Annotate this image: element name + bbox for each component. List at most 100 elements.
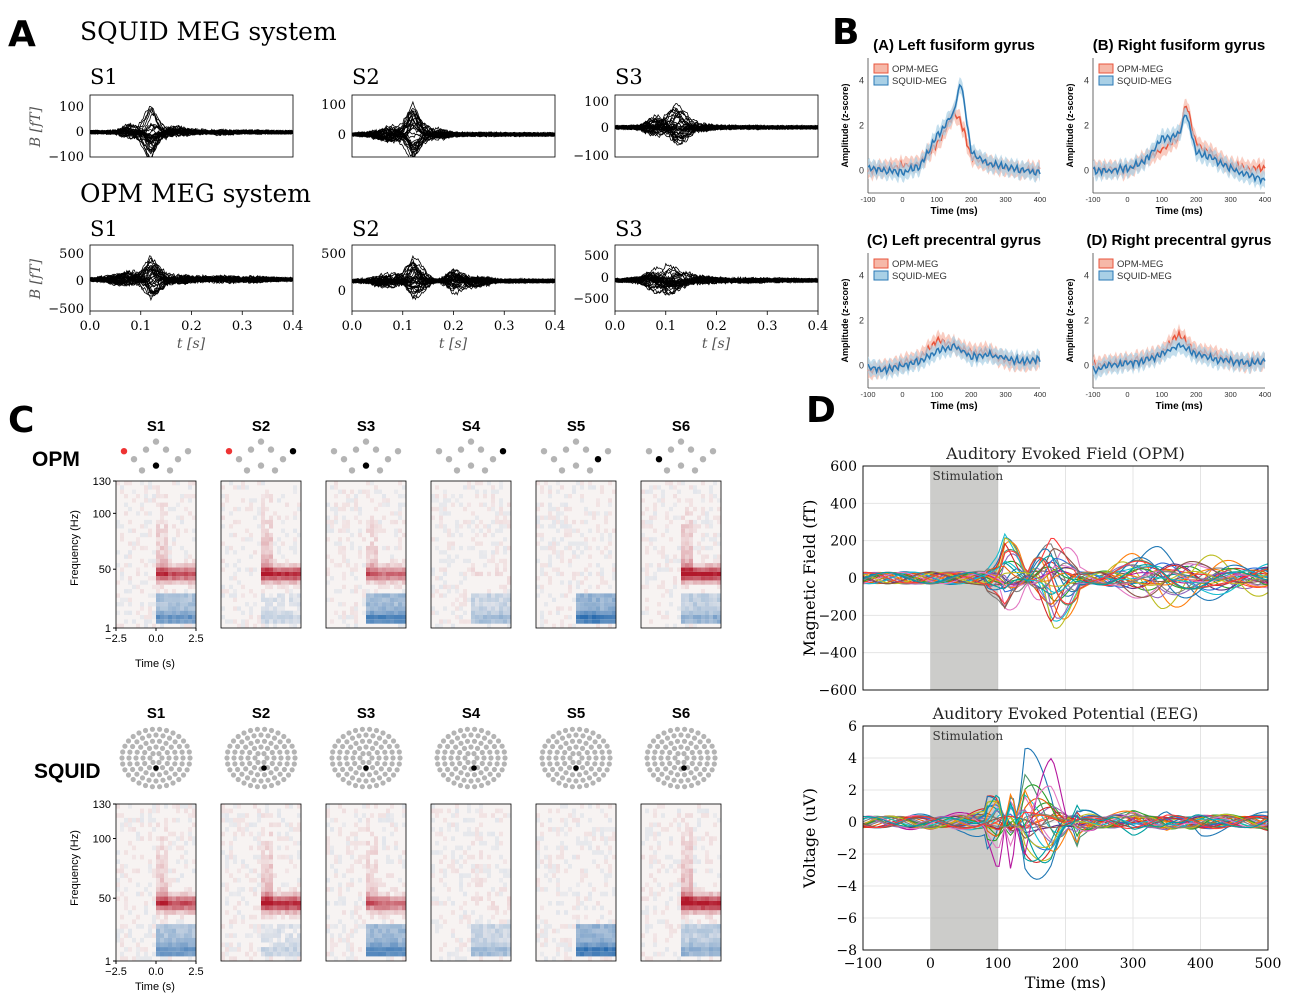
spectrogram-cell	[342, 524, 346, 529]
spectrogram-cell	[584, 576, 588, 581]
spectrogram-cell	[164, 919, 168, 924]
sensor-dot	[663, 744, 669, 750]
spectrogram-cell	[685, 910, 689, 915]
sensor-dot	[705, 738, 712, 744]
spectrogram-cell	[548, 864, 552, 869]
spectrogram-cell	[233, 933, 237, 938]
spectrogram-cell	[588, 951, 592, 957]
spectrogram-cell	[164, 956, 168, 961]
sensor-dot	[435, 749, 441, 755]
spectrogram-cell	[552, 515, 556, 520]
spectrogram-cell	[281, 951, 285, 957]
spectrogram-cell	[128, 610, 132, 615]
spectrogram-cell	[689, 498, 693, 503]
spectrogram-cell	[499, 519, 503, 525]
xtick-label: 400	[1259, 390, 1272, 399]
spectrogram-cell	[221, 567, 225, 572]
spectrogram-cell	[116, 580, 120, 585]
spectrogram-cell	[289, 905, 293, 911]
spectrogram-cell	[689, 924, 693, 929]
spectrogram-cell	[394, 822, 398, 828]
xtick-label: 200	[1052, 956, 1079, 972]
spectrogram-cell	[326, 571, 330, 577]
spectrogram-cell	[180, 914, 184, 920]
spectrogram-cell	[475, 615, 479, 620]
spectrogram-cell	[673, 580, 677, 585]
spectrogram-cell	[451, 836, 455, 841]
squid-freq-ylabel: Frequency (Hz)	[69, 830, 81, 906]
spectrogram-cell	[665, 623, 669, 628]
subject-label: S2	[252, 705, 270, 722]
spectrogram-cell	[188, 580, 192, 585]
sensor-dot	[163, 782, 170, 789]
spectrogram-cell	[160, 615, 164, 620]
spectrogram-cell	[641, 854, 645, 860]
sensor-dot	[691, 735, 698, 741]
spectrogram-cell	[140, 836, 144, 841]
spectrogram-cell	[225, 494, 229, 499]
sensor-dot	[689, 760, 695, 767]
xlabel: Time (ms)	[930, 206, 977, 217]
sensor-dot	[695, 780, 701, 786]
sensor-dot-highlight	[681, 765, 687, 771]
spectrogram-cell	[701, 836, 705, 841]
spectrogram-cell	[435, 623, 439, 628]
xlabel: Time (ms)	[1155, 206, 1202, 217]
spectrogram-cell	[600, 924, 604, 929]
spectrogram-cell	[188, 584, 192, 590]
spectrogram-cell	[717, 580, 721, 585]
spectrogram-cell	[338, 506, 342, 512]
spectrogram-cell	[326, 502, 330, 507]
spectrogram-cell	[354, 845, 358, 851]
sensor-dot	[550, 776, 556, 783]
spectrogram-cell	[293, 563, 297, 568]
sensor-dot	[255, 751, 261, 757]
sensor-dot	[681, 759, 687, 766]
spectrogram-cell	[491, 619, 495, 624]
spectrogram-cell	[277, 619, 281, 624]
spectrogram-cell	[564, 910, 568, 915]
spectrogram-cell	[237, 813, 241, 818]
spectrogram-cell	[689, 887, 693, 892]
spectrogram-cell	[572, 854, 576, 860]
spectrogram-cell	[152, 550, 156, 555]
spectrogram-cell	[293, 485, 297, 490]
spectrogram-cell	[350, 545, 354, 551]
spectrogram-cell	[451, 951, 455, 957]
spectrogram-cell	[394, 947, 398, 952]
spectrogram-cell	[641, 942, 645, 948]
spectrogram-cell	[471, 615, 475, 620]
spectrogram-cell	[705, 519, 709, 525]
spectrogram-cell	[685, 877, 689, 883]
spectrogram-cell	[350, 567, 354, 572]
spectrogram-cell	[483, 615, 487, 620]
spectrogram-cell	[378, 489, 382, 494]
spectrogram-cell	[370, 910, 374, 915]
sensor-dot	[586, 467, 594, 474]
sensor-dot	[545, 772, 552, 778]
spectrogram-cell	[600, 868, 604, 874]
spectrogram-cell	[160, 606, 164, 611]
spectrogram-cell	[273, 947, 277, 952]
spectrogram-cell	[374, 887, 378, 892]
spectrogram-cell	[378, 947, 382, 952]
spectrogram-cell	[709, 576, 713, 581]
sensor-dot	[488, 755, 494, 761]
spectrogram-cell	[164, 563, 168, 568]
spectrogram-cell	[366, 589, 370, 594]
spectrogram-cell	[503, 597, 507, 602]
spectrogram-cell	[685, 919, 689, 924]
sensor-dot	[487, 739, 493, 745]
spectrogram-cell	[540, 502, 544, 507]
spectrogram-cell	[402, 619, 406, 624]
spectrogram-cell	[225, 813, 229, 818]
spectrogram-cell	[649, 537, 653, 542]
spectrogram-cell	[495, 593, 499, 598]
spectrogram-cell	[160, 515, 164, 520]
spectrogram-cell	[681, 606, 685, 611]
spectrogram-cell	[475, 877, 479, 883]
spectrogram-cell	[289, 571, 293, 577]
spectrogram-cell	[499, 924, 503, 929]
spectrogram-cell	[588, 593, 592, 598]
spectrogram-cell	[661, 919, 665, 924]
